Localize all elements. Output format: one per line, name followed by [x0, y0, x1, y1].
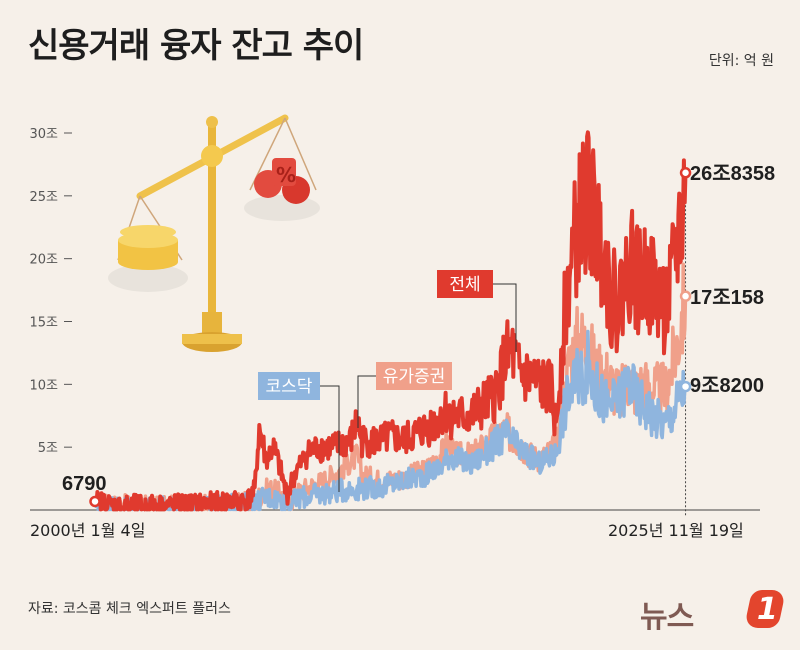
end-point-total: [679, 167, 692, 179]
logo-badge: 1: [743, 590, 787, 628]
y-tick-label: 30조: [29, 127, 58, 142]
x-start-label: 2000년 1월 4일: [30, 521, 145, 540]
news1-logo: 뉴스 1: [640, 590, 790, 635]
y-tick-label: 25조: [29, 190, 58, 205]
series-line-total: [93, 130, 688, 512]
balance-scale-illustration: %: [108, 114, 320, 352]
tag-kosdaq: 코스닥: [258, 372, 340, 492]
end-point-securities: [679, 290, 692, 302]
tag-kosdaq-label: 코스닥: [266, 377, 313, 397]
x-end-label: 2025년 11월 19일: [608, 521, 744, 540]
y-tick-label: 15조: [29, 316, 58, 331]
y-tick-label: 10조: [29, 378, 58, 393]
y-tick-label: 20조: [29, 253, 58, 268]
y-tick-label: 5조: [38, 441, 58, 456]
line-chart: % 5조 10조 15조 20조 25조 30조 전체 유가증권 코스닥 6790 200…: [29, 114, 775, 540]
tag-securities: 유가증권: [357, 362, 452, 428]
source-note: 자료: 코스콤 체크 엑스퍼트 플러스: [28, 601, 231, 617]
end-label-securities: 17조158: [690, 287, 764, 309]
logo-badge-text: 1: [756, 592, 778, 627]
end-label-kosdaq: 9조8200: [690, 375, 764, 397]
tag-total: 전체: [437, 270, 517, 352]
end-label-total: 26조8358: [690, 163, 775, 185]
unit-label: 단위: 억 원: [708, 53, 774, 69]
logo-text: 뉴스: [640, 600, 694, 635]
chart-title: 신용거래 융자 잔고 추이: [28, 26, 364, 66]
svg-text:%: %: [276, 163, 296, 187]
tag-total-label: 전체: [449, 275, 480, 295]
tag-securities-label: 유가증권: [383, 367, 446, 387]
start-value-label: 6790: [62, 473, 107, 495]
end-point-kosdaq: [679, 380, 692, 393]
start-point: [89, 495, 101, 508]
